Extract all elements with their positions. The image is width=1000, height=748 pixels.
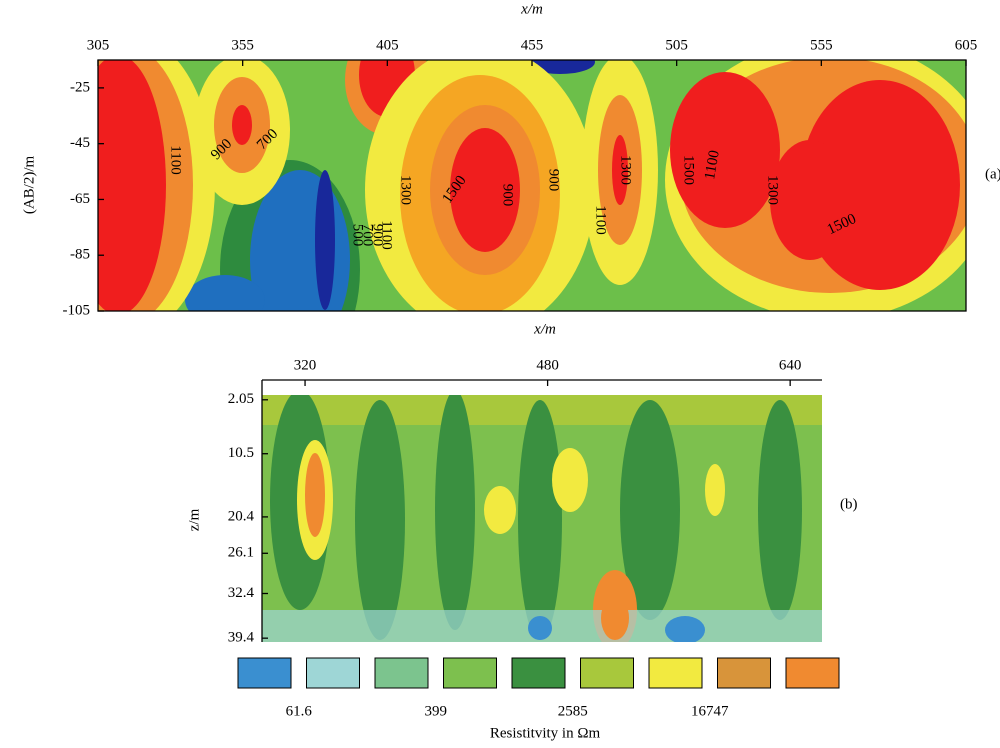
legend-swatch xyxy=(511,657,566,689)
y-axis-title: z/m xyxy=(186,508,202,531)
panel-label: (b) xyxy=(840,496,858,512)
y-tick-label: 32.4 xyxy=(228,585,255,601)
x-axis-title: x/m xyxy=(520,1,543,17)
legend-label: 399 xyxy=(425,703,448,719)
y-tick-label: 39.4 xyxy=(228,630,255,646)
y-tick-label: -25 xyxy=(70,79,90,95)
legend-swatch xyxy=(374,657,429,689)
legend-swatch xyxy=(717,657,771,689)
contour-label: 1100 xyxy=(379,220,395,249)
legend-title: Resistitvity in Ωm xyxy=(490,725,601,741)
x-tick-label: 320 xyxy=(294,357,317,373)
contour-label: 1100 xyxy=(702,149,723,181)
contour-label: 1500 xyxy=(681,155,697,185)
legend-swatch xyxy=(648,657,703,689)
y-tick-label: 20.4 xyxy=(228,508,255,524)
contour-label: 900 xyxy=(546,169,562,192)
y-axis-title: (AB/2)/m xyxy=(21,156,37,215)
y-tick-label: -105 xyxy=(63,302,91,318)
y-tick-label: -85 xyxy=(70,247,90,263)
x-tick-label: 480 xyxy=(536,357,559,373)
heatmap-field xyxy=(262,395,822,642)
x-tick-label: 355 xyxy=(231,37,254,53)
y-tick-label: -65 xyxy=(70,191,90,207)
contour-label: 1300 xyxy=(765,175,781,205)
y-tick-label: 2.05 xyxy=(228,391,254,407)
contour-label: 1300 xyxy=(398,175,414,205)
contour-label: 1300 xyxy=(618,155,634,185)
legend-swatch xyxy=(785,657,840,689)
x-tick-label: 640 xyxy=(779,357,802,373)
y-tick-label: -45 xyxy=(70,135,90,151)
legend-label: 61.6 xyxy=(286,703,313,719)
contour-label: 1100 xyxy=(168,145,184,174)
contour-label: 900 xyxy=(370,224,386,247)
x-tick-label: 555 xyxy=(810,37,833,53)
x-tick-label: 605 xyxy=(955,37,978,53)
legend-label: 2585 xyxy=(558,703,588,719)
contour-label: 1100 xyxy=(593,205,609,234)
x-tick-label: 505 xyxy=(665,37,688,53)
legend-swatch xyxy=(443,657,497,689)
x-tick-label: 405 xyxy=(376,37,399,53)
x-tick-label: 305 xyxy=(87,37,110,53)
contour-label: 700 xyxy=(360,224,376,247)
legend-swatch xyxy=(237,657,292,689)
y-tick-label: 26.1 xyxy=(228,545,254,561)
x-tick-label: 455 xyxy=(521,37,544,53)
y-tick-label: 10.5 xyxy=(228,445,254,461)
contour-label: 500 xyxy=(350,224,366,247)
panel-label: (a) xyxy=(985,166,1000,182)
legend-label: 16747 xyxy=(691,703,729,719)
contour-label: 900 xyxy=(500,184,516,207)
x-axis-title: x/m xyxy=(533,321,556,337)
legend-swatch xyxy=(580,657,634,689)
contour-field xyxy=(98,60,966,311)
legend-swatch xyxy=(306,657,360,689)
